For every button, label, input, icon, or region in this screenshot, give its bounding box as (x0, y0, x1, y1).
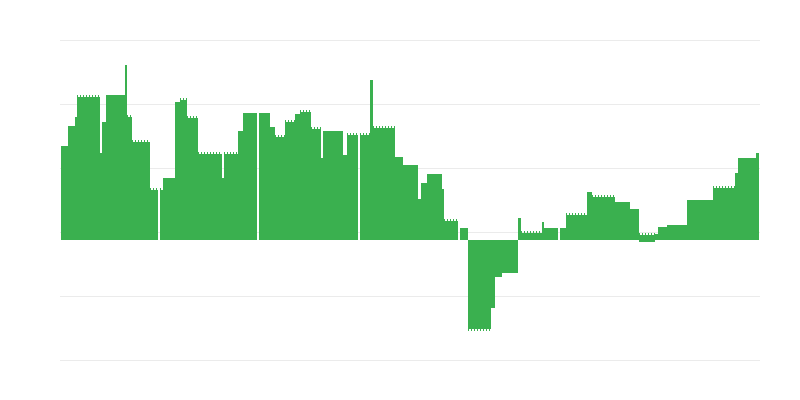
bar-segment (421, 183, 427, 240)
bar-segment (502, 240, 518, 273)
bar-segment (713, 186, 735, 240)
bar-segment (639, 233, 655, 242)
bar-segment (544, 228, 558, 240)
bar-segment (222, 178, 224, 240)
bar-segment (243, 113, 257, 240)
bar-segment (444, 219, 458, 240)
bar-segment (77, 95, 100, 240)
bar-segment (630, 209, 639, 240)
serrated-edge (311, 127, 321, 129)
bar-segment (125, 65, 127, 240)
serrated-edge (132, 140, 150, 142)
bar-segment (198, 152, 222, 240)
bar-segment (373, 126, 395, 240)
bar-segment (238, 131, 243, 240)
bar-segment (468, 240, 491, 331)
bar-segment (403, 165, 418, 240)
bar-segment (360, 133, 370, 240)
bar-segment (224, 152, 238, 240)
gridline (60, 104, 760, 105)
bar-segment (311, 127, 321, 240)
bar-segment (427, 174, 442, 240)
serrated-edge (300, 110, 311, 112)
bar-segment (270, 127, 275, 240)
gridline (60, 40, 760, 41)
bar-segment (495, 240, 502, 277)
bar-segment (180, 98, 187, 240)
serrated-edge (275, 135, 285, 137)
bar-segment (735, 173, 738, 240)
serrated-edge (521, 231, 542, 233)
serrated-edge (468, 329, 491, 331)
serrated-edge (566, 213, 587, 215)
serrated-edge (347, 133, 358, 135)
bar-segment (127, 115, 132, 240)
serrated-edge (187, 116, 198, 118)
bar-segment (418, 199, 421, 240)
serrated-edge (160, 188, 163, 190)
serrated-edge (360, 133, 370, 135)
bar-segment (587, 192, 592, 240)
bar-segment (566, 213, 587, 240)
bar-segment (658, 227, 667, 240)
serrated-edge (592, 195, 615, 197)
bar-segment (542, 222, 544, 240)
bar-segment (132, 140, 150, 240)
bar-segment (295, 114, 300, 240)
serrated-edge (285, 120, 295, 122)
bar-segment (300, 110, 311, 240)
bar-segment (521, 231, 542, 240)
bar-segment (491, 240, 495, 308)
serrated-edge (224, 152, 238, 154)
serrated-edge (639, 233, 655, 235)
bar-segment (756, 153, 759, 240)
bar-segment (275, 135, 285, 240)
bar-segment (687, 200, 713, 240)
serrated-edge (180, 98, 187, 100)
bar-segment (460, 228, 468, 240)
bar-segment (667, 225, 687, 240)
bar-segment (100, 153, 102, 240)
bar-segment (75, 117, 77, 240)
bar-segment (285, 120, 295, 240)
bar-segment (442, 189, 444, 240)
bar-segment (321, 158, 323, 240)
serrated-edge (713, 186, 735, 188)
bar-segment (518, 218, 521, 240)
bar-segment (259, 113, 270, 240)
serrated-edge (373, 126, 395, 128)
bar-segment (150, 188, 158, 240)
bar-segment (187, 116, 198, 240)
bar-segment (68, 126, 75, 240)
bar-segment (160, 188, 163, 240)
bar-segment (323, 131, 343, 240)
serrated-edge (127, 115, 132, 117)
serrated-edge (444, 219, 458, 221)
bar-segment (106, 95, 125, 240)
bar-segment (347, 133, 358, 240)
bar-segment (592, 195, 615, 240)
bar-segment (395, 157, 403, 240)
gridline (60, 296, 760, 297)
serrated-edge (77, 95, 100, 97)
bar-segment (655, 234, 658, 240)
bar-segment (175, 102, 180, 240)
bar-segment (738, 158, 756, 240)
bar-segment (560, 228, 566, 240)
gridline (60, 360, 760, 361)
bar-segment (163, 178, 175, 240)
bar-segment (615, 202, 630, 240)
bar-segment (61, 146, 68, 240)
bar-segment (102, 122, 106, 240)
serrated-edge (150, 188, 158, 190)
serrated-edge (198, 152, 222, 154)
bar-segment (343, 155, 347, 240)
bar-segment (370, 80, 373, 240)
